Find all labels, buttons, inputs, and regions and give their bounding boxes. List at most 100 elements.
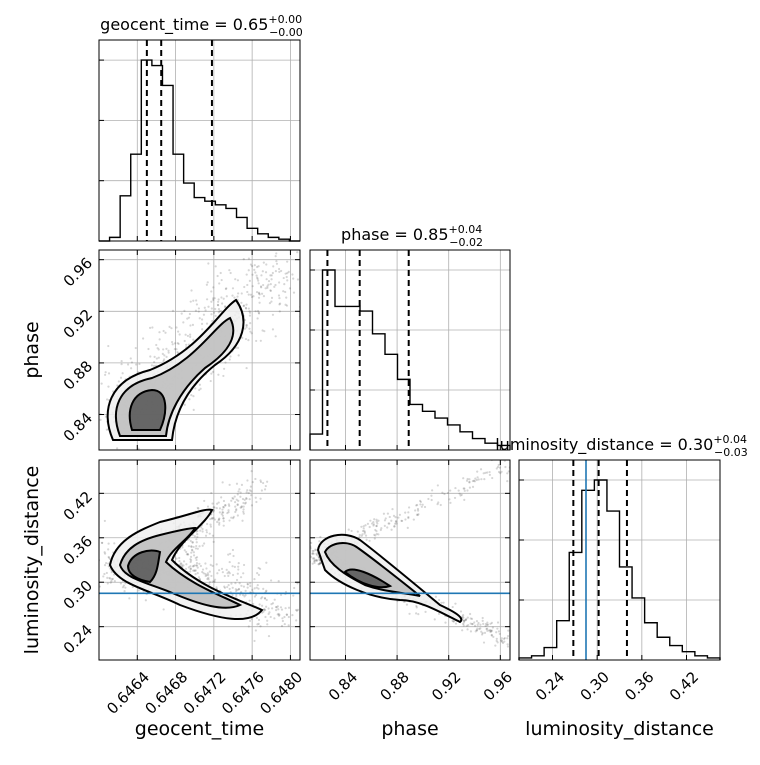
scatter-point: [280, 269, 283, 273]
scatter-point: [228, 587, 231, 591]
scatter-point: [314, 548, 317, 551]
scatter-point: [88, 436, 90, 438]
scatter-point: [211, 564, 214, 568]
scatter-point: [473, 621, 476, 624]
scatter-point: [197, 310, 200, 313]
scatter-point: [237, 354, 240, 357]
scatter-point: [502, 637, 506, 640]
scatter-point: [237, 499, 240, 502]
scatter-point: [243, 595, 246, 598]
panel-frame: [98, 39, 301, 242]
scatter-point: [94, 405, 96, 407]
scatter-point: [373, 518, 376, 521]
scatter-point: [194, 572, 197, 576]
histogram-phase: [309, 269, 511, 450]
scatter-point: [482, 641, 486, 644]
scatter-point: [255, 339, 258, 343]
scatter-point: [249, 582, 252, 585]
scatter-point: [369, 519, 372, 522]
scatter-point: [317, 563, 320, 566]
scatter-point: [201, 530, 204, 533]
scatter-point: [220, 567, 224, 570]
scatter-point: [198, 578, 201, 581]
scatter-point: [311, 557, 314, 560]
scatter-point: [250, 470, 253, 473]
scatter-point: [486, 627, 489, 630]
scatter-point: [227, 574, 230, 577]
scatter-point: [209, 523, 212, 526]
density-fill: [325, 543, 420, 596]
scatter-point: [463, 619, 466, 623]
scatter-point: [482, 472, 485, 475]
scatter-point: [274, 605, 278, 609]
scatter-point: [205, 567, 208, 570]
scatter-point: [232, 515, 235, 518]
scatter-point: [285, 613, 288, 616]
scatter-point: [221, 571, 224, 574]
scatter-point: [191, 549, 194, 552]
scatter-point: [119, 582, 123, 585]
scatter-point: [236, 346, 240, 349]
scatter-point: [486, 621, 489, 624]
scatter-point: [318, 540, 321, 543]
scatter-point: [310, 555, 313, 558]
scatter-point: [217, 311, 220, 314]
x-tick-label-luminosity_distance: 0.36: [621, 668, 657, 704]
scatter-point: [177, 342, 180, 345]
scatter-point: [286, 272, 289, 275]
scatter-point: [465, 479, 469, 482]
scatter-point: [192, 394, 195, 398]
scatter-point: [498, 632, 501, 636]
scatter-point: [214, 307, 217, 311]
scatter-point: [247, 269, 250, 272]
scatter-point: [375, 529, 378, 533]
scatter-point: [236, 295, 239, 298]
scatter-point: [270, 603, 273, 606]
scatter-point: [212, 286, 215, 289]
scatter-point: [245, 303, 248, 306]
scatter-point: [226, 585, 229, 589]
scatter-point: [167, 351, 170, 354]
scatter-point: [208, 580, 211, 584]
scatter-points: [99, 470, 300, 643]
scatter-point: [207, 578, 210, 581]
scatter-point: [472, 479, 476, 482]
scatter-point: [497, 470, 501, 474]
scatter-point: [152, 364, 156, 367]
scatter-point: [228, 358, 231, 361]
scatter-point: [205, 283, 208, 286]
scatter-point: [275, 259, 278, 263]
scatter-point: [189, 555, 193, 558]
scatter-point: [256, 309, 260, 313]
scatter-point: [206, 522, 209, 526]
scatter-point: [270, 296, 274, 299]
scatter-point: [287, 624, 290, 627]
scatter-point: [213, 518, 216, 521]
scatter-point: [157, 356, 160, 359]
scatter-point: [242, 501, 245, 505]
scatter-point: [183, 549, 186, 552]
scatter-point: [306, 556, 308, 558]
scatter-point: [196, 506, 199, 510]
scatter-point: [173, 342, 177, 345]
scatter-point: [211, 370, 215, 373]
scatter-point: [200, 318, 204, 321]
scatter-point: [185, 563, 188, 566]
scatter-point: [192, 545, 195, 549]
scatter-point: [284, 607, 287, 610]
scatter-point: [221, 302, 224, 305]
scatter-point: [211, 517, 214, 520]
scatter-point: [237, 565, 240, 568]
scatter-point: [116, 384, 119, 387]
scatter-point: [250, 617, 253, 621]
scatter-point: [311, 552, 314, 555]
scatter-point: [218, 569, 221, 572]
scatter-point: [185, 550, 188, 554]
scatter-point: [437, 501, 440, 504]
scatter-point: [251, 481, 254, 484]
scatter-point: [195, 556, 199, 559]
scatter-point: [257, 279, 260, 282]
scatter-point: [257, 573, 261, 576]
scatter-point: [220, 496, 223, 499]
scatter-point: [314, 549, 318, 552]
